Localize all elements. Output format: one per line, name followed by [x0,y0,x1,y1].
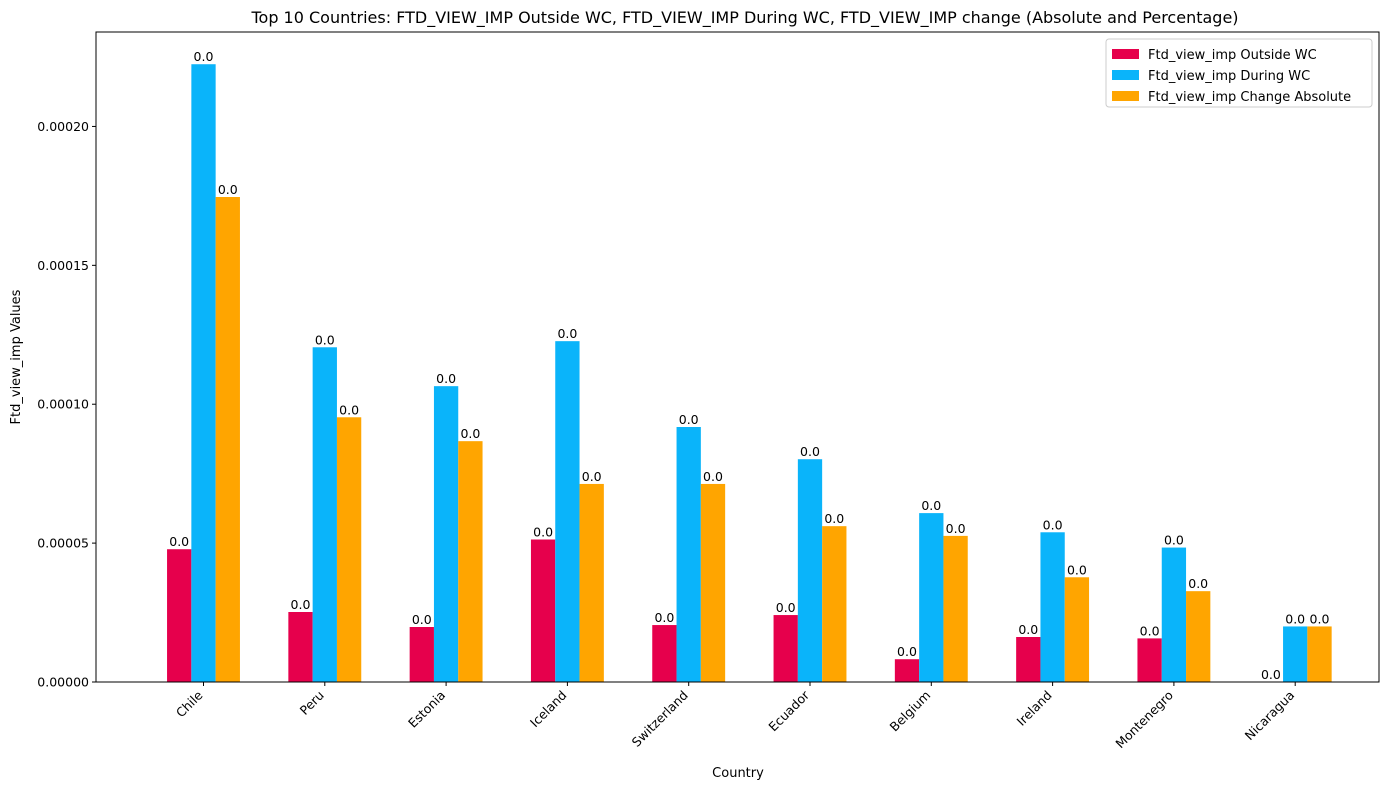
x-tick-label-switzerland: Switzerland [629,688,691,750]
data-label: 0.0 [194,49,214,64]
x-tick-label-ecuador: Ecuador [765,687,812,734]
data-label: 0.0 [1018,622,1038,637]
x-tick-label-belgium: Belgium [887,688,934,735]
bar-estonia-series-2 [433,386,459,682]
bar-belgium-series-2 [919,513,944,682]
legend-swatch [1112,49,1139,59]
x-tick-label-peru: Peru [297,688,327,718]
bar-nicaragua-series-2 [1283,626,1308,682]
bar-ireland-series-2 [1040,532,1065,682]
bar-chile-series-1 [167,549,192,682]
bar-switzerland-series-2 [676,427,701,682]
bar-ireland-series-3 [1064,577,1090,682]
y-tick-label: 0.00015 [37,258,89,273]
bar-peru-series-2 [312,347,337,682]
data-label: 0.0 [169,534,189,549]
data-label: 0.0 [291,597,311,612]
y-tick-label: 0.00005 [37,536,89,551]
data-label: 0.0 [1164,533,1184,548]
x-tick-label-ireland: Ireland [1014,688,1055,729]
data-label: 0.0 [800,444,820,459]
bar-estonia-series-1 [409,627,434,682]
data-label: 0.0 [1310,611,1330,626]
bar-nicaragua-series-3 [1307,626,1332,682]
bar-ecuador-series-1 [773,615,798,682]
x-tick-label-nicaragua: Nicaragua [1242,688,1298,744]
legend: Ftd_view_imp Outside WC Ftd_view_imp Duri… [1105,38,1373,108]
bar-belgium-series-3 [943,535,968,682]
bar-montenegro-series-2 [1161,547,1187,682]
data-label: 0.0 [412,612,432,627]
bar-belgium-series-1 [894,659,920,682]
data-label: 0.0 [703,469,723,484]
data-label: 0.0 [1261,667,1281,682]
plot-area: 0.0 0.0 0.0 0.0 0.0 0.0 0.0 0.0 0.0 0.0 0.0 0.0 0.0 0… [167,49,1332,682]
data-label: 0.0 [946,521,966,536]
data-label: 0.0 [339,402,359,417]
x-tick-label-montenegro: Montenegro [1112,688,1176,752]
legend-swatch [1112,70,1139,80]
data-label: 0.0 [1188,576,1208,591]
bar-ecuador-series-2 [797,459,823,682]
data-label: 0.0 [557,326,577,341]
bar-iceland-series-2 [555,341,580,682]
data-label: 0.0 [921,498,941,513]
legend-box [1105,38,1373,108]
bar-chile-series-2 [191,64,216,682]
bar-peru-series-1 [288,612,313,682]
data-label: 0.0 [654,610,674,625]
legend-entry-label: Ftd_view_imp Outside WC [1148,48,1317,63]
x-tick-label-chile: Chile [173,687,206,720]
data-label: 0.0 [1043,517,1063,532]
data-label: 0.0 [1140,623,1160,638]
bar-ireland-series-1 [1016,637,1041,682]
chart-title: Top 10 Countries: FTD_VIEW_IMP Outside W… [250,8,1238,28]
data-label: 0.0 [1067,562,1087,577]
data-label: 0.0 [460,426,480,441]
axes-frame [95,31,1380,683]
y-tick-label: 0.00000 [37,675,89,690]
bar-ecuador-series-3 [822,526,847,682]
legend-swatch [1112,91,1139,101]
y-tick-label: 0.00010 [37,397,89,412]
data-label: 0.0 [897,644,917,659]
data-label: 0.0 [582,469,602,484]
bar-estonia-series-3 [458,441,483,682]
x-tick-label-iceland: Iceland [527,688,570,731]
data-label: 0.0 [679,412,699,427]
bar-peru-series-3 [336,417,362,682]
legend-entry-label: Ftd_view_imp Change Absolute [1148,90,1351,105]
bar-iceland-series-3 [579,483,604,682]
y-tick-label: 0.00020 [37,119,89,134]
bar-switzerland-series-3 [700,483,726,682]
data-label: 0.0 [315,332,335,347]
data-label: 0.0 [218,182,238,197]
y-axis-label: Ftd_view_imp Values [9,289,24,424]
data-label: 0.0 [824,511,844,526]
bar-iceland-series-1 [530,539,556,682]
legend-entry-label: Ftd_view_imp During WC [1148,69,1310,84]
bar-montenegro-series-3 [1186,591,1211,682]
data-label: 0.0 [1285,611,1305,626]
data-label: 0.0 [776,600,796,615]
bar-chile-series-3 [215,197,240,682]
data-label: 0.0 [533,525,553,540]
bar-switzerland-series-1 [652,625,677,682]
x-axis-label: Country [712,766,764,781]
bar-montenegro-series-1 [1137,638,1162,682]
data-label: 0.0 [436,371,456,386]
x-tick-label-estonia: Estonia [405,688,448,731]
